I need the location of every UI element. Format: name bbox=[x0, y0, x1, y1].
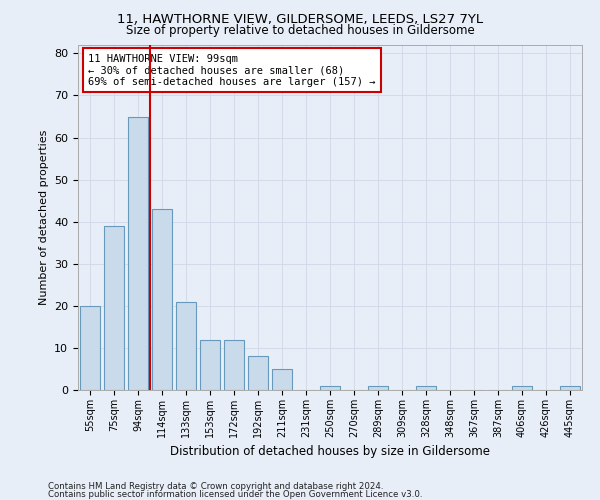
Bar bbox=[104, 226, 124, 390]
Bar bbox=[80, 306, 100, 390]
Y-axis label: Number of detached properties: Number of detached properties bbox=[38, 130, 49, 305]
Bar bbox=[224, 340, 244, 390]
Bar bbox=[152, 209, 172, 390]
Text: Contains HM Land Registry data © Crown copyright and database right 2024.: Contains HM Land Registry data © Crown c… bbox=[48, 482, 383, 491]
Text: 11 HAWTHORNE VIEW: 99sqm
← 30% of detached houses are smaller (68)
69% of semi-d: 11 HAWTHORNE VIEW: 99sqm ← 30% of detach… bbox=[88, 54, 376, 87]
Bar bbox=[368, 386, 388, 390]
Bar bbox=[128, 116, 148, 390]
Bar bbox=[560, 386, 580, 390]
Bar bbox=[248, 356, 268, 390]
Bar bbox=[416, 386, 436, 390]
Text: 11, HAWTHORNE VIEW, GILDERSOME, LEEDS, LS27 7YL: 11, HAWTHORNE VIEW, GILDERSOME, LEEDS, L… bbox=[117, 12, 483, 26]
Bar bbox=[176, 302, 196, 390]
Bar bbox=[272, 369, 292, 390]
Bar bbox=[320, 386, 340, 390]
X-axis label: Distribution of detached houses by size in Gildersome: Distribution of detached houses by size … bbox=[170, 446, 490, 458]
Text: Size of property relative to detached houses in Gildersome: Size of property relative to detached ho… bbox=[125, 24, 475, 37]
Text: Contains public sector information licensed under the Open Government Licence v3: Contains public sector information licen… bbox=[48, 490, 422, 499]
Bar bbox=[200, 340, 220, 390]
Bar bbox=[512, 386, 532, 390]
